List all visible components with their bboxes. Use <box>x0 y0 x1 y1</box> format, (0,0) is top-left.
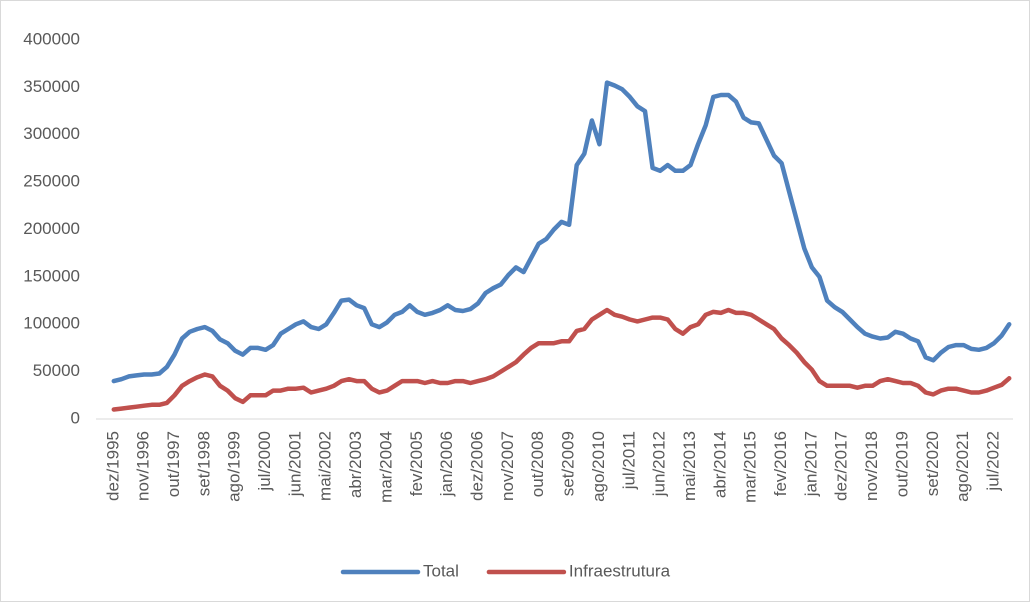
x-tick-label: jul/2000 <box>255 431 274 492</box>
y-tick-label: 300000 <box>23 124 80 143</box>
x-tick-label: jul/2011 <box>619 431 638 490</box>
x-tick-label: jan/2006 <box>437 431 456 497</box>
series-line <box>111 307 1012 412</box>
x-tick-label: nov/1996 <box>134 431 153 501</box>
x-tick-label: nov/2007 <box>498 431 517 501</box>
y-tick-label: 100000 <box>23 314 80 333</box>
x-tick-label: nov/2018 <box>862 431 881 501</box>
x-tick-label: fev/2016 <box>771 431 790 496</box>
y-tick-label: 50000 <box>33 361 80 380</box>
x-tick-label: out/2019 <box>892 431 911 497</box>
x-tick-label: dez/1995 <box>103 431 122 501</box>
y-tick-label: 200000 <box>23 219 80 238</box>
y-tick-label: 150000 <box>23 266 80 285</box>
x-tick-label: dez/2006 <box>468 431 487 501</box>
x-tick-label: ago/2010 <box>589 431 608 502</box>
x-tick-label: abr/2003 <box>346 431 365 498</box>
x-tick-label: mai/2013 <box>680 431 699 501</box>
x-tick-label: abr/2014 <box>710 431 729 498</box>
x-tick-label: out/2008 <box>528 431 547 497</box>
x-tick-label: set/1998 <box>194 431 213 496</box>
y-tick-label: 350000 <box>23 77 80 96</box>
x-tick-label: fev/2005 <box>407 431 426 496</box>
x-tick-label: set/2009 <box>559 431 578 496</box>
legend-label: Infraestrutura <box>569 561 671 580</box>
x-tick-label: jan/2017 <box>801 431 820 497</box>
x-tick-label: ago/1999 <box>225 431 244 502</box>
x-tick-label: set/2020 <box>923 431 942 496</box>
x-tick-label: jun/2001 <box>285 431 304 497</box>
x-tick-label: jul/2022 <box>984 431 1003 492</box>
x-tick-label: out/1997 <box>164 431 183 497</box>
x-tick-label: jun/2012 <box>650 431 669 497</box>
y-tick-label: 400000 <box>23 29 80 48</box>
x-tick-label: mai/2002 <box>316 431 335 501</box>
y-tick-label: 0 <box>71 408 80 427</box>
y-tick-label: 250000 <box>23 172 80 191</box>
legend-label: Total <box>423 561 459 580</box>
x-tick-label: dez/2017 <box>832 431 851 501</box>
series-line <box>111 80 1012 384</box>
x-tick-label: mar/2004 <box>376 431 395 503</box>
x-tick-label: ago/2021 <box>953 431 972 502</box>
x-tick-label: mar/2015 <box>741 431 760 503</box>
